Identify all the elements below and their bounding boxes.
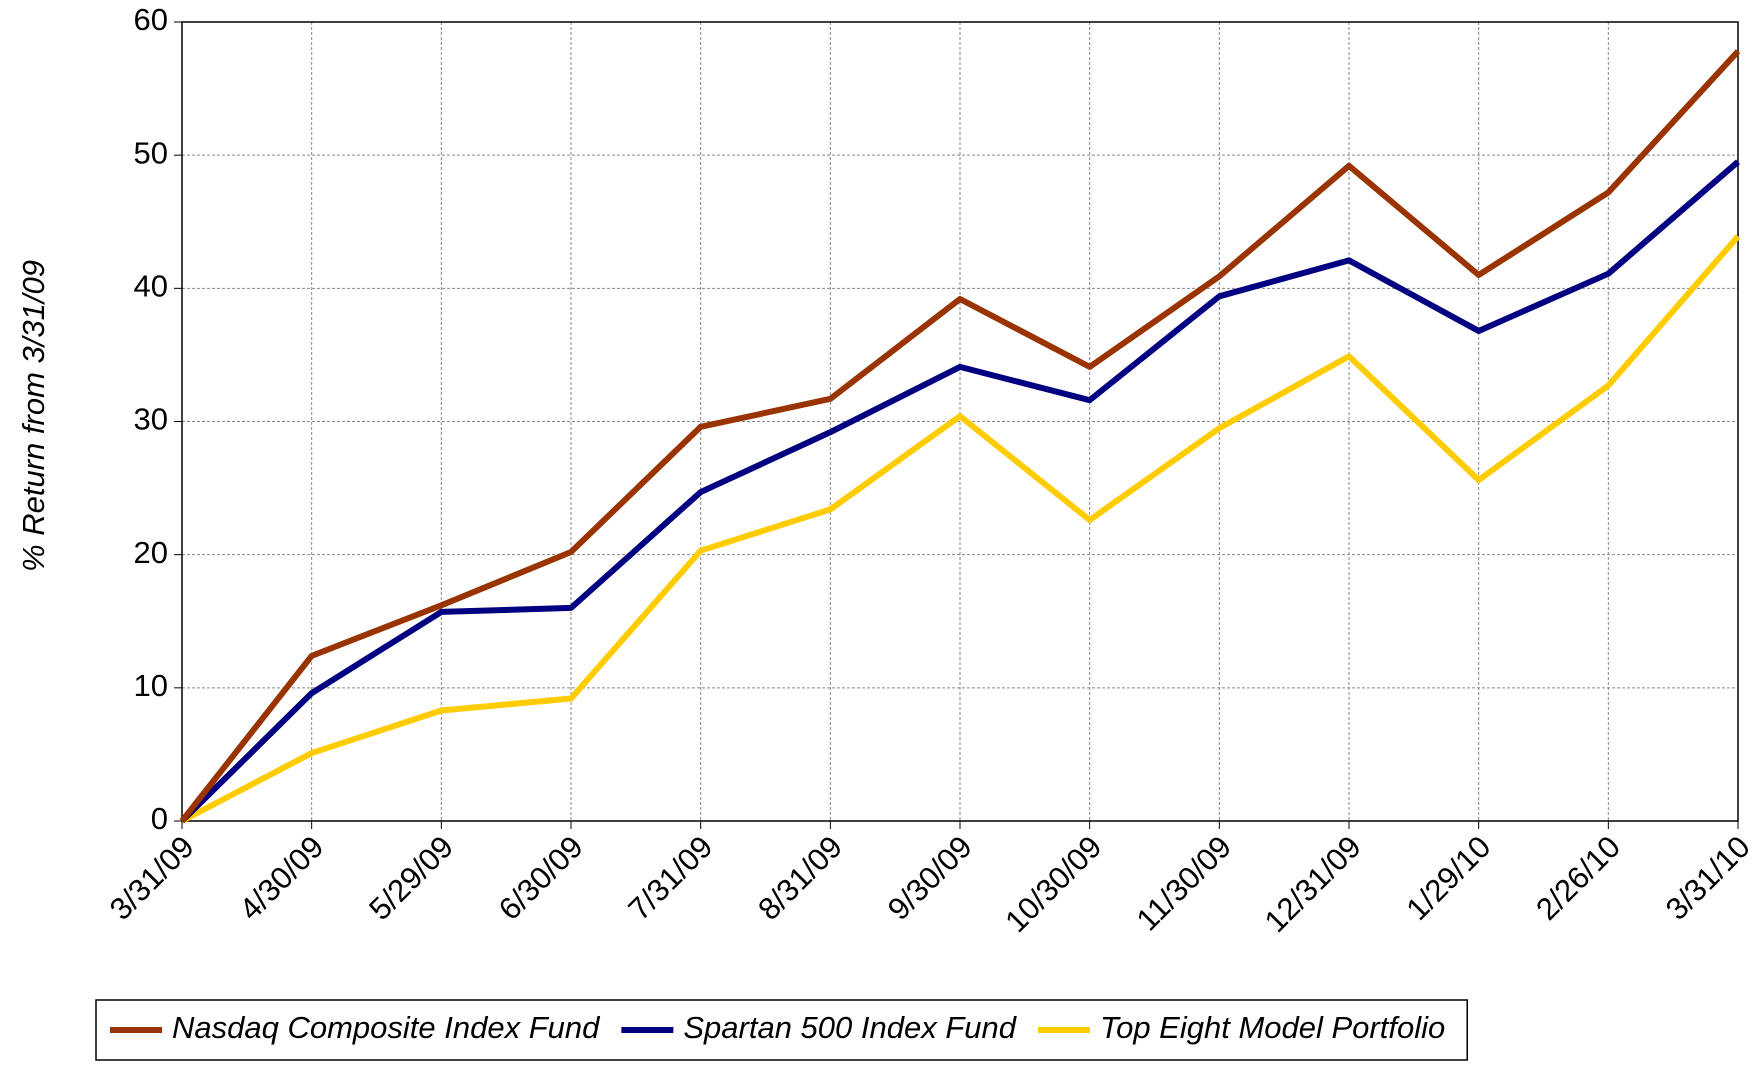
y-tick-label: 30 [134, 402, 168, 437]
x-tick-label: 8/31/09 [751, 829, 849, 927]
series-line [180, 234, 1741, 824]
x-tick-label: 9/30/09 [881, 829, 979, 927]
x-tick-label: 1/29/10 [1400, 829, 1498, 927]
y-tick-label: 0 [151, 801, 168, 836]
plot-border [181, 21, 1739, 822]
x-tick-label: 4/30/09 [233, 829, 331, 927]
x-tick-label: 2/26/10 [1529, 829, 1627, 927]
series-line [179, 49, 1741, 823]
legend-box [95, 999, 1468, 1061]
legend-label: Spartan 500 Index Fund [683, 1010, 1017, 1045]
x-tick-label: 11/30/09 [1130, 829, 1238, 937]
series-line [179, 159, 1740, 824]
x-tick-label: 7/31/09 [622, 829, 720, 927]
x-tick-label: 3/31/10 [1659, 829, 1754, 927]
x-tick-label: 12/31/09 [1258, 829, 1368, 939]
y-tick-label: 10 [134, 668, 168, 703]
legend-label: Top Eight Model Portfolio [1100, 1010, 1445, 1045]
x-tick-label: 10/30/09 [998, 829, 1108, 939]
x-tick-label: 3/31/09 [103, 829, 201, 927]
y-tick-label: 40 [134, 269, 168, 304]
y-tick-label: 60 [134, 2, 168, 37]
legend-label: Nasdaq Composite Index Fund [172, 1010, 601, 1045]
legend: Nasdaq Composite Index Fund Spartan 500 I… [95, 999, 1468, 1061]
y-tick-label: 20 [134, 535, 168, 570]
y-tick-label: 50 [134, 135, 168, 170]
x-tick-label: 5/29/09 [362, 829, 460, 927]
x-tick-label: 6/30/09 [492, 829, 590, 927]
y-axis-label: % Return from 3/31/09 [16, 260, 51, 572]
